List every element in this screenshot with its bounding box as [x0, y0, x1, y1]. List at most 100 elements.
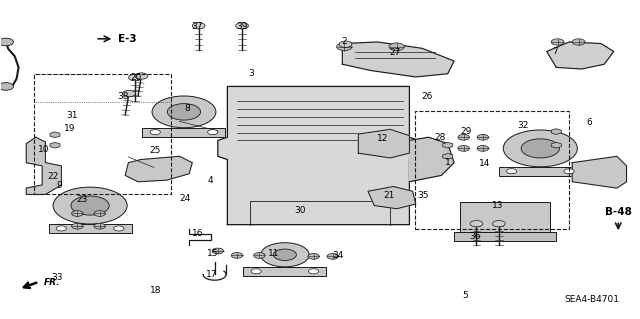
Circle shape	[477, 134, 488, 140]
Text: 31: 31	[67, 111, 78, 120]
Circle shape	[192, 23, 205, 29]
Polygon shape	[547, 42, 614, 69]
Circle shape	[251, 269, 261, 274]
Text: 19: 19	[64, 124, 76, 133]
Text: 30: 30	[294, 206, 305, 215]
Text: 18: 18	[150, 286, 161, 295]
Circle shape	[53, 187, 127, 224]
Circle shape	[260, 243, 309, 267]
Text: 37: 37	[191, 22, 203, 31]
Polygon shape	[125, 156, 192, 182]
Circle shape	[0, 83, 13, 90]
Text: 24: 24	[179, 194, 190, 203]
Circle shape	[207, 130, 218, 135]
Circle shape	[0, 38, 13, 46]
Circle shape	[337, 43, 352, 50]
Circle shape	[327, 254, 339, 259]
Circle shape	[212, 248, 223, 254]
Circle shape	[308, 254, 319, 259]
Text: 1: 1	[445, 158, 451, 167]
Text: B-48: B-48	[605, 207, 632, 217]
Polygon shape	[572, 156, 627, 188]
Text: 39: 39	[236, 22, 248, 31]
Circle shape	[506, 169, 516, 174]
Circle shape	[458, 134, 469, 140]
Circle shape	[551, 39, 564, 45]
Text: 9: 9	[56, 181, 62, 190]
Text: 21: 21	[383, 190, 395, 200]
Circle shape	[564, 169, 574, 174]
Circle shape	[492, 220, 505, 227]
Circle shape	[94, 223, 106, 229]
Text: FR.: FR.	[44, 278, 61, 287]
Circle shape	[152, 96, 216, 128]
Circle shape	[470, 220, 483, 227]
Text: 10: 10	[38, 145, 50, 154]
Bar	[461, 202, 550, 232]
Polygon shape	[26, 137, 61, 195]
Text: 20: 20	[131, 73, 142, 82]
Bar	[454, 232, 556, 241]
Circle shape	[231, 253, 243, 258]
Circle shape	[521, 139, 559, 158]
Circle shape	[94, 211, 106, 216]
Text: 3: 3	[248, 69, 254, 78]
Text: SEA4-B4701: SEA4-B4701	[564, 295, 619, 304]
Circle shape	[150, 130, 161, 135]
Text: 11: 11	[268, 249, 280, 258]
Circle shape	[389, 43, 404, 50]
Polygon shape	[358, 129, 410, 158]
Circle shape	[477, 145, 488, 151]
Circle shape	[123, 90, 136, 97]
Circle shape	[135, 73, 148, 79]
Polygon shape	[342, 42, 454, 77]
Bar	[143, 128, 225, 137]
Text: 32: 32	[517, 121, 529, 130]
Circle shape	[114, 226, 124, 231]
Text: 35: 35	[418, 190, 429, 200]
Bar	[49, 224, 132, 233]
Polygon shape	[218, 86, 419, 225]
Circle shape	[503, 130, 577, 167]
Text: 8: 8	[184, 104, 190, 113]
Text: 25: 25	[150, 146, 161, 155]
Circle shape	[273, 249, 296, 261]
Polygon shape	[368, 187, 416, 209]
Text: 12: 12	[377, 134, 388, 143]
Circle shape	[72, 211, 83, 216]
Circle shape	[572, 39, 585, 45]
Text: 5: 5	[463, 291, 468, 300]
Text: 28: 28	[435, 133, 445, 142]
Text: 13: 13	[492, 201, 503, 210]
Text: 33: 33	[51, 273, 63, 282]
Bar	[415, 111, 569, 229]
Circle shape	[72, 223, 83, 229]
Text: 17: 17	[205, 270, 217, 279]
Circle shape	[253, 253, 265, 258]
Circle shape	[168, 104, 200, 120]
Bar	[243, 267, 326, 276]
Text: 16: 16	[191, 229, 203, 238]
Polygon shape	[410, 137, 454, 182]
Text: 27: 27	[390, 48, 401, 57]
Text: 34: 34	[332, 251, 344, 260]
Text: 15: 15	[207, 249, 218, 258]
Text: 2: 2	[342, 38, 347, 47]
Bar	[34, 74, 172, 195]
Circle shape	[129, 74, 141, 81]
Circle shape	[339, 41, 352, 48]
Text: 26: 26	[422, 92, 433, 101]
Text: 22: 22	[47, 172, 59, 181]
Text: 36: 36	[468, 232, 480, 241]
Text: 6: 6	[587, 118, 593, 128]
Text: 38: 38	[118, 92, 129, 101]
Text: 14: 14	[479, 159, 490, 168]
Bar	[499, 167, 582, 176]
Circle shape	[56, 226, 67, 231]
Text: 29: 29	[460, 127, 471, 136]
Circle shape	[458, 145, 469, 151]
Text: E-3: E-3	[118, 34, 136, 44]
Circle shape	[71, 196, 109, 215]
Text: 7: 7	[552, 47, 558, 56]
Circle shape	[236, 23, 248, 29]
